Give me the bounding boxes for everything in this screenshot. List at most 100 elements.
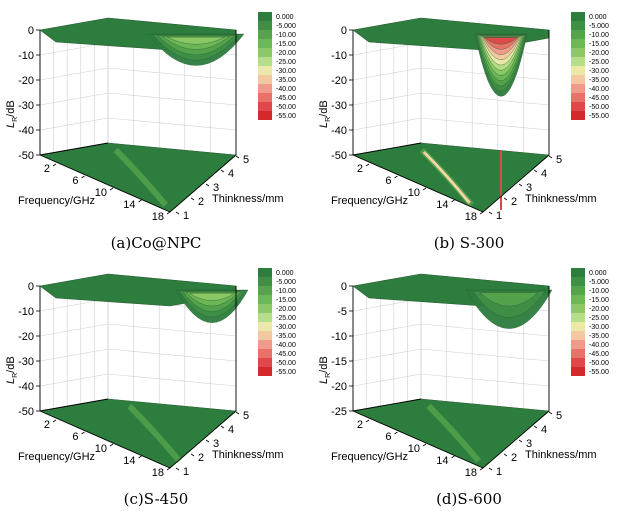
grid-line xyxy=(420,92,550,106)
thick-tick-label: 3 xyxy=(213,438,219,450)
colorbar-swatch xyxy=(571,358,585,367)
z-tick-label: -10 xyxy=(18,50,34,62)
colorbar-tick-label: -45.00 xyxy=(276,95,296,102)
freq-tick-label: 6 xyxy=(72,431,78,443)
freq-tick xyxy=(394,175,398,179)
colorbar-swatch xyxy=(258,331,272,340)
freq-tick xyxy=(422,187,427,191)
colorbar: 0.000 -5.000 -10.00 -15.00 -20.00 -25.00 -30.0… xyxy=(258,268,296,376)
freq-tick-label: 10 xyxy=(408,443,420,455)
colorbar-tick-label: -30.00 xyxy=(276,324,296,331)
freq-tick xyxy=(81,431,85,435)
colorbar-swatch xyxy=(571,93,585,102)
thick-tick xyxy=(518,183,523,187)
grid-line xyxy=(39,117,109,131)
z-axis-label: LR/dB xyxy=(5,356,19,384)
z-tick-label: -30 xyxy=(331,100,347,112)
thick-tick-label: 5 xyxy=(243,410,249,422)
axis-back xyxy=(352,398,422,412)
z-tick-label: -20 xyxy=(18,75,34,87)
colorbar-swatch xyxy=(571,48,585,57)
z-tick-label: 0 xyxy=(341,281,347,293)
panel-caption: (b) S-300 xyxy=(434,234,505,252)
surface-dip-layer xyxy=(188,293,236,301)
freq-tick-label: 2 xyxy=(44,163,50,175)
z-tick-label: -10 xyxy=(18,306,34,318)
freq-tick-label: 10 xyxy=(95,443,107,455)
freq-tick-label: 18 xyxy=(152,467,164,479)
colorbar-tick-label: -15.00 xyxy=(276,297,296,304)
thick-tick-label: 4 xyxy=(228,168,234,180)
thick-tick-label: 5 xyxy=(556,410,562,422)
thick-tick-label: 4 xyxy=(228,424,234,436)
colorbar: 0.000 -5.000 -10.00 -15.00 -20.00 -25.00 -30.0… xyxy=(571,268,609,376)
colorbar-tick-label: 0.000 xyxy=(589,14,607,21)
colorbar-swatch xyxy=(571,12,585,21)
colorbar-tick-label: -10.00 xyxy=(589,32,609,39)
freq-tick xyxy=(166,211,171,215)
colorbar-tick-label: -45.00 xyxy=(589,351,609,358)
grid-line xyxy=(420,373,550,387)
thick-tick-label: 4 xyxy=(541,168,547,180)
grid-line xyxy=(420,117,550,131)
y-axis-label: Thinkness/mm xyxy=(525,449,597,461)
colorbar-tick-label: -5.000 xyxy=(589,279,609,286)
surface xyxy=(39,273,249,323)
chart-panel-4: 0-5-10-15-20-25LR/dB26101418Frequency/GH… xyxy=(318,268,609,508)
y-axis-label: Thinkness/mm xyxy=(212,449,284,461)
colorbar-tick-label: -40.00 xyxy=(589,86,609,93)
panel-caption: (d)S-600 xyxy=(436,490,502,508)
freq-tick xyxy=(479,211,484,215)
z-tick-label: -20 xyxy=(331,75,347,87)
colorbar-tick-label: -50.00 xyxy=(276,360,296,367)
freq-tick-label: 14 xyxy=(436,455,448,467)
thick-tick xyxy=(503,453,508,457)
thick-tick-label: 1 xyxy=(183,210,189,222)
freq-tick-label: 2 xyxy=(44,419,50,431)
panel-caption: (c)S-450 xyxy=(124,490,189,508)
colorbar-swatch xyxy=(258,358,272,367)
floor-band-core xyxy=(425,152,469,203)
surface-dip-layer xyxy=(167,37,225,45)
colorbar-tick-label: 0.000 xyxy=(589,270,607,277)
colorbar-tick-label: 0.000 xyxy=(276,270,294,277)
freq-tick xyxy=(138,455,142,459)
thick-tick xyxy=(533,425,538,429)
grid-line xyxy=(107,348,237,362)
z-tick-label: -10 xyxy=(331,331,347,343)
freq-tick xyxy=(109,187,114,191)
thick-tick-label: 1 xyxy=(496,466,502,478)
freq-tick xyxy=(479,467,484,471)
colorbar-tick-label: -20.00 xyxy=(276,306,296,313)
surface xyxy=(352,273,553,329)
freq-tick xyxy=(451,455,455,459)
z-tick-label: -40 xyxy=(18,125,34,137)
freq-tick-label: 18 xyxy=(465,467,477,479)
colorbar-swatch xyxy=(571,331,585,340)
freq-tick-label: 10 xyxy=(95,187,107,199)
grid-line xyxy=(39,67,109,81)
colorbar-tick-label: -35.00 xyxy=(589,333,609,340)
freq-tick xyxy=(166,467,171,471)
colorbar: 0.000 -5.000 -10.00 -15.00 -20.00 -25.00 -30.0… xyxy=(571,12,609,120)
thick-tick xyxy=(488,467,493,471)
colorbar-swatch xyxy=(571,30,585,39)
colorbar-swatch xyxy=(258,84,272,93)
colorbar-tick-label: -5.000 xyxy=(276,23,296,30)
grid-line xyxy=(352,348,422,362)
colorbar-tick-label: -40.00 xyxy=(276,342,296,349)
surface xyxy=(352,17,550,210)
freq-tick xyxy=(138,199,142,203)
thick-tick-label: 4 xyxy=(541,424,547,436)
colorbar-tick-label: -55.00 xyxy=(276,113,296,120)
colorbar-swatch xyxy=(571,304,585,313)
colorbar-swatch xyxy=(258,304,272,313)
freq-tick-label: 2 xyxy=(357,419,363,431)
colorbar-swatch xyxy=(571,66,585,75)
y-axis-label: Thinkness/mm xyxy=(212,193,284,205)
colorbar-swatch xyxy=(571,111,585,120)
colorbar-tick-label: -15.00 xyxy=(589,41,609,48)
x-axis-label: Frequency/GHz xyxy=(18,451,95,463)
freq-tick-label: 6 xyxy=(385,175,391,187)
surface-dip-layer xyxy=(484,37,518,45)
